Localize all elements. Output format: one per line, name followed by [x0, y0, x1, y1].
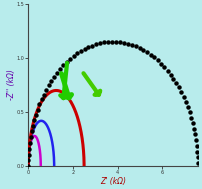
X-axis label: Z' (kΩ): Z' (kΩ): [100, 177, 126, 186]
Y-axis label: -Z'' (kΩ): -Z'' (kΩ): [7, 70, 16, 101]
